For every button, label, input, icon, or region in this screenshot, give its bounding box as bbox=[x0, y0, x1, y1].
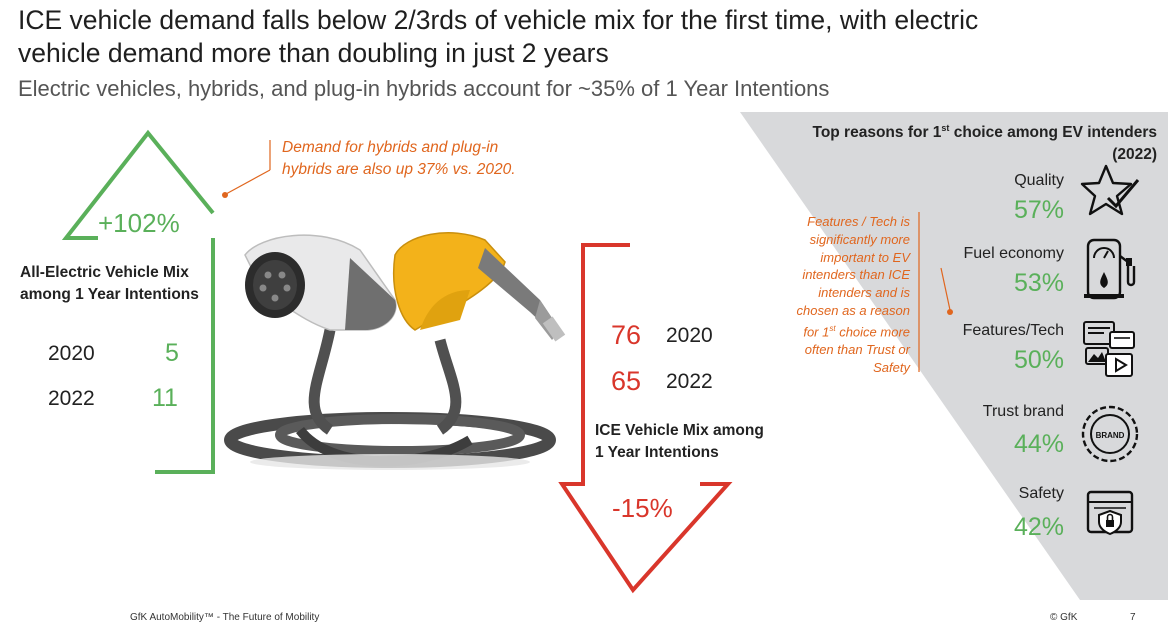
note-line-3: important to EV bbox=[820, 249, 910, 265]
hybrid-note-line1: Demand for hybrids and plug-in bbox=[282, 139, 499, 156]
ev-mix-label-line2: among 1 Year Intentions bbox=[20, 286, 199, 303]
reason-label-safety: Safety bbox=[1018, 485, 1064, 502]
note-line-8: often than Trust or bbox=[804, 341, 910, 357]
hybrid-note-line2: hybrids are also up 37% vs. 2020. bbox=[282, 161, 516, 178]
note-line-4: intenders than ICE bbox=[802, 267, 910, 283]
ice-value-2020: 76 bbox=[611, 320, 642, 350]
ev-value-2020: 5 bbox=[165, 339, 179, 367]
ice-mix-label: ICE Vehicle Mix among 1 Year Intentions bbox=[593, 420, 785, 464]
ice-mix-label-line1: ICE Vehicle Mix among bbox=[595, 422, 764, 439]
reason-pct-fuel-economy: 53% bbox=[1013, 269, 1064, 297]
note-line-2: significantly more bbox=[809, 231, 910, 247]
ice-year-2022: 2022 bbox=[666, 370, 713, 393]
ev-charger-and-fuel-nozzle-illustration bbox=[224, 232, 566, 470]
ev-year-2022: 2022 bbox=[48, 387, 95, 410]
features-tech-note: Features / Tech is significantly more im… bbox=[760, 213, 910, 377]
reason-pct-features-tech: 50% bbox=[1013, 346, 1064, 374]
note-line-1: Features / Tech is bbox=[807, 214, 910, 229]
fuel-pump-icon bbox=[1084, 238, 1136, 300]
footer-source: GfK AutoMobility™ - The Future of Mobili… bbox=[130, 612, 320, 623]
reasons-title-line2: (2022) bbox=[1112, 146, 1157, 164]
hybrid-note: Demand for hybrids and plug-in hybrids a… bbox=[282, 137, 516, 181]
note-line-6: chosen as a reason bbox=[796, 302, 910, 318]
features-note-dot bbox=[947, 309, 953, 315]
ice-year-2020: 2020 bbox=[666, 324, 713, 347]
ice-value-2022: 65 bbox=[611, 366, 642, 396]
ice-mix-label-line2: 1 Year Intentions bbox=[595, 444, 719, 461]
note-line-9: Safety bbox=[873, 359, 910, 375]
reasons-title-line1: Top reasons for 1st choice among EV inte… bbox=[812, 123, 1158, 142]
reasons-title: Top reasons for 1st choice among EV inte… bbox=[780, 117, 1158, 166]
ev-value-2022: 11 bbox=[152, 384, 178, 412]
note-line-7: for 1st choice more bbox=[803, 323, 910, 340]
hybrid-note-leader-diag bbox=[225, 169, 271, 195]
page-title: ICE vehicle demand falls below 2/3rds of… bbox=[18, 5, 979, 68]
tech-features-icon bbox=[1083, 321, 1135, 377]
reason-label-fuel-economy: Fuel economy bbox=[963, 245, 1065, 262]
page-number: 7 bbox=[1130, 612, 1136, 623]
ev-mix-label: All-Electric Vehicle Mix among 1 Year In… bbox=[20, 262, 210, 306]
svg-text:BRAND: BRAND bbox=[1096, 431, 1125, 440]
hybrid-note-dot bbox=[222, 192, 228, 198]
footer-copyright: © GfK bbox=[1050, 612, 1078, 623]
ev-up-arrow-head bbox=[61, 129, 215, 240]
reason-label-quality: Quality bbox=[1014, 172, 1064, 189]
page-subtitle: Electric vehicles, hybrids, and plug-in … bbox=[18, 76, 830, 101]
safety-lock-icon bbox=[1086, 490, 1134, 536]
reason-label-features-tech: Features/Tech bbox=[962, 322, 1064, 339]
star-check-icon bbox=[1080, 164, 1140, 216]
ice-down-arrow bbox=[558, 243, 733, 594]
reason-pct-quality: 57% bbox=[1013, 196, 1064, 224]
reasons-panel-bg bbox=[740, 112, 1168, 600]
reason-pct-safety: 42% bbox=[1013, 513, 1064, 541]
reason-label-trust-brand: Trust brand bbox=[982, 403, 1064, 420]
ev-year-2020: 2020 bbox=[48, 342, 95, 365]
reason-pct-trust-brand: 44% bbox=[1013, 430, 1064, 458]
features-note-leader bbox=[940, 267, 951, 311]
brand-seal-icon: BRAND bbox=[1081, 405, 1139, 463]
ev-change-value: +102% bbox=[98, 208, 180, 238]
note-line-5: intenders and is bbox=[818, 285, 910, 301]
ice-change-value: -15% bbox=[612, 493, 673, 523]
ev-mix-label-line1: All-Electric Vehicle Mix bbox=[20, 264, 189, 281]
ev-up-arrow bbox=[155, 238, 215, 474]
